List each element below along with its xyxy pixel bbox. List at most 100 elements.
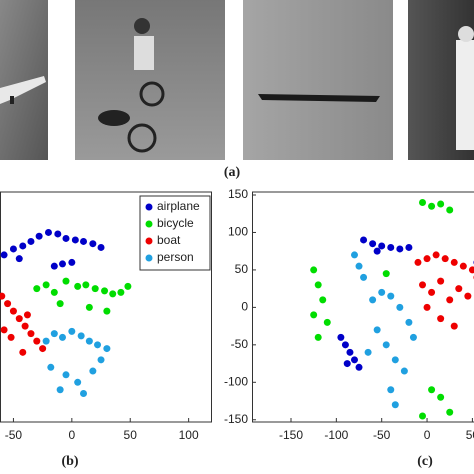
caption: (a): [224, 165, 241, 180]
point: [428, 202, 436, 210]
point: [459, 262, 467, 270]
point: [455, 285, 463, 293]
point: [314, 333, 322, 341]
point: [33, 285, 41, 293]
point: [409, 333, 417, 341]
point: [343, 360, 351, 368]
point: [446, 408, 454, 416]
point: [19, 348, 27, 356]
point: [405, 243, 413, 251]
x-tick-label: 50: [466, 428, 474, 442]
panel-label: (c): [417, 454, 433, 469]
point: [117, 288, 125, 296]
point: [50, 262, 58, 270]
point: [373, 247, 381, 255]
point: [94, 341, 102, 349]
point: [382, 341, 390, 349]
x-tick-label: -100: [324, 428, 348, 442]
point: [364, 348, 372, 356]
x-tick-label: -50: [373, 428, 391, 442]
point: [414, 258, 422, 266]
x-tick-label: 0: [68, 428, 75, 442]
legend-marker: [145, 237, 153, 245]
point: [428, 288, 436, 296]
panel-label: (b): [61, 454, 78, 469]
point: [56, 300, 64, 308]
point: [373, 326, 381, 334]
point: [15, 315, 23, 323]
legend-marker: [145, 220, 153, 228]
point: [44, 228, 52, 236]
legend-marker: [145, 203, 153, 211]
point: [387, 243, 395, 251]
point: [97, 356, 105, 364]
point: [346, 348, 354, 356]
y-tick-label: 100: [228, 225, 248, 239]
point: [0, 292, 6, 300]
point: [35, 232, 43, 240]
point: [396, 303, 404, 311]
point: [323, 318, 331, 326]
point: [428, 386, 436, 394]
point: [56, 386, 64, 394]
point: [437, 315, 445, 323]
point: [319, 296, 327, 304]
point: [74, 378, 82, 386]
point: [310, 266, 318, 274]
point: [27, 330, 35, 338]
point: [101, 287, 109, 295]
point: [450, 258, 458, 266]
point: [97, 243, 105, 251]
x-tick-label: 100: [179, 428, 199, 442]
image-bicycle: [75, 0, 225, 160]
point: [39, 345, 47, 353]
point: [74, 282, 82, 290]
point: [80, 237, 88, 245]
point: [71, 236, 79, 244]
point: [68, 258, 76, 266]
point: [103, 307, 111, 315]
point: [42, 281, 50, 289]
legend-marker: [145, 254, 153, 262]
point: [437, 393, 445, 401]
point: [15, 255, 23, 263]
point: [0, 251, 8, 259]
point: [446, 296, 454, 304]
point: [310, 311, 318, 319]
point: [50, 288, 58, 296]
y-tick-label: -150: [224, 412, 248, 426]
point: [396, 245, 404, 253]
point: [103, 345, 111, 353]
point: [387, 386, 395, 394]
point: [21, 322, 29, 330]
point: [405, 318, 413, 326]
x-tick-label: -50: [5, 428, 23, 442]
point: [378, 242, 386, 250]
point: [387, 292, 395, 300]
point: [391, 356, 399, 364]
point: [85, 303, 93, 311]
point: [80, 390, 88, 398]
point: [337, 333, 345, 341]
point: [314, 281, 322, 289]
point: [468, 266, 474, 274]
point: [89, 240, 97, 248]
legend-label: airplane: [157, 199, 200, 213]
point: [360, 273, 368, 281]
point: [419, 412, 427, 420]
legend-label: bicycle: [157, 216, 194, 230]
point: [91, 285, 99, 293]
point: [62, 234, 70, 242]
point: [77, 332, 85, 340]
image-boat: [243, 0, 393, 160]
point: [58, 260, 66, 268]
point: [4, 300, 12, 308]
point: [42, 337, 50, 345]
point: [62, 371, 70, 379]
point: [23, 311, 31, 319]
x-tick-label: -150: [279, 428, 303, 442]
point: [369, 240, 377, 248]
point: [419, 281, 427, 289]
axes-box: [0, 191, 212, 423]
axes-box: [252, 191, 474, 423]
